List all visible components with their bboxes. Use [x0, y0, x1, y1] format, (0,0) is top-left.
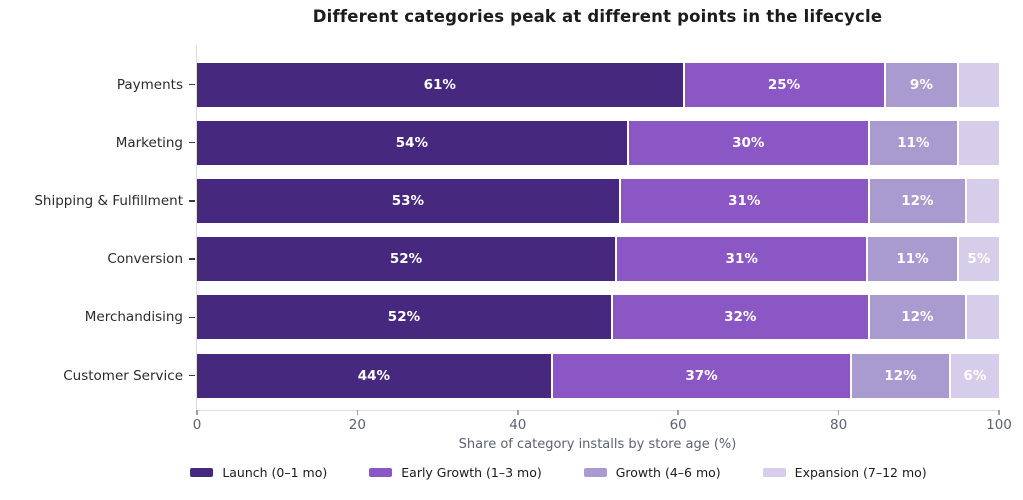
- y-tick-mark: [189, 200, 195, 202]
- bar-segment: 12%: [852, 353, 949, 398]
- y-axis-category-label: Customer Service: [63, 367, 183, 384]
- y-axis-category-label: Shipping & Fulfillment: [34, 192, 183, 209]
- bar-value-label: 30%: [732, 134, 765, 151]
- legend-item: Growth (4–6 mo): [583, 464, 721, 480]
- bar-segment: 6%: [950, 353, 1000, 398]
- y-tick-mark: [189, 258, 195, 260]
- bar-value-label: 37%: [685, 367, 718, 384]
- bar-segment: 54%: [197, 120, 627, 165]
- legend-swatch: [190, 467, 214, 477]
- legend-swatch: [583, 467, 607, 477]
- x-tick-label: 20: [348, 417, 366, 433]
- x-tick-mark: [998, 410, 1000, 415]
- bar-value-label: 52%: [387, 309, 421, 326]
- y-tick-mark: [189, 141, 195, 144]
- bar-segment: 11%: [868, 237, 957, 282]
- bar-segment: 37%: [552, 353, 851, 398]
- bar-segment: 53%: [197, 178, 619, 223]
- x-axis-label: Share of category installs by store age …: [458, 437, 737, 452]
- bar-value-label: 32%: [724, 309, 757, 326]
- x-tick-label: 0: [192, 417, 202, 433]
- x-tick-mark: [677, 410, 679, 415]
- bar-row: 61% 25% 9%: [197, 62, 999, 107]
- bar-row: 44% 37% 12% 6%: [197, 353, 1000, 398]
- bar-segment: 31%: [617, 237, 867, 282]
- bar-segment: 11%: [869, 120, 958, 165]
- bar-segment: 12%: [869, 295, 966, 340]
- x-tick-mark: [196, 410, 198, 415]
- bar-value-label: 54%: [395, 134, 429, 151]
- bar-segment: 31%: [620, 178, 868, 223]
- y-axis-category-label: Payments: [116, 76, 183, 93]
- legend-item: Launch (0–1 mo): [190, 465, 327, 480]
- legend-swatch: [762, 467, 786, 477]
- legend-label: Early Growth (1–3 mo): [401, 464, 542, 480]
- bar-value-label: 31%: [728, 192, 761, 209]
- x-tick-label: 60: [669, 417, 687, 433]
- bar-row: 52% 32% 12%: [197, 295, 999, 340]
- bar-value-label: 31%: [725, 251, 758, 268]
- bar-value-label: 5%: [967, 251, 991, 268]
- bar-value-label: 44%: [357, 367, 391, 384]
- bar-segment: 52%: [197, 237, 616, 282]
- y-axis-category-label: Marketing: [115, 134, 183, 151]
- plot-area: 61% 25% 9% 54% 30% 11% 53% 31% 12% 52% 31% 11% 5% 52%…: [193, 45, 1012, 433]
- bar-segment: 25%: [684, 62, 884, 107]
- y-axis-category-label: Merchandising: [84, 309, 183, 326]
- legend-swatch: [369, 467, 393, 477]
- bar-segment: [959, 120, 999, 165]
- bar-value-label: 6%: [963, 367, 987, 384]
- bar-row: 54% 30% 11%: [197, 120, 999, 165]
- x-tick-label: 40: [509, 417, 527, 433]
- bar-segment: 61%: [197, 62, 683, 107]
- bar-segment: 32%: [612, 295, 868, 340]
- x-tick-mark: [517, 410, 519, 415]
- bar-value-label: 11%: [896, 251, 929, 268]
- bar-segment: 44%: [197, 353, 551, 398]
- bar-segment: 52%: [197, 295, 611, 340]
- chart-title: Different categories peak at different p…: [312, 7, 883, 26]
- bar-value-label: 61%: [423, 76, 456, 93]
- bar-value-label: 53%: [391, 192, 425, 209]
- bar-segment: [959, 62, 999, 107]
- bar-value-label: 52%: [389, 251, 423, 268]
- legend-item: Expansion (7–12 mo): [762, 464, 927, 480]
- legend: Launch (0–1 mo) Early Growth (1–3 mo) Grow…: [98, 460, 1019, 484]
- x-tick-label: 100: [986, 417, 1012, 433]
- bar-value-label: 9%: [909, 76, 933, 93]
- bar-segment: [967, 295, 999, 340]
- bar-row: 52% 31% 11% 5%: [197, 237, 999, 282]
- x-tick-mark: [837, 410, 840, 415]
- x-tick-label: 80: [830, 417, 848, 433]
- bar-value-label: 12%: [901, 192, 934, 209]
- y-tick-mark: [189, 83, 195, 86]
- legend-label: Growth (4–6 mo): [615, 464, 721, 480]
- legend-label: Launch (0–1 mo): [222, 464, 328, 480]
- bar-value-label: 12%: [901, 309, 934, 326]
- x-tick-mark: [356, 410, 359, 415]
- bar-segment: [967, 178, 999, 223]
- bar-value-label: 11%: [897, 134, 930, 151]
- bar-value-label: 12%: [884, 367, 917, 384]
- y-tick-mark: [189, 374, 195, 377]
- y-axis-category-label: Conversion: [107, 251, 183, 268]
- legend-label: Expansion (7–12 mo): [794, 464, 927, 480]
- bar-segment: 9%: [885, 62, 958, 107]
- y-tick-mark: [189, 316, 195, 319]
- bar-segment: 30%: [628, 120, 868, 165]
- bar-row: 53% 31% 12%: [197, 178, 999, 223]
- bar-segment: 12%: [869, 178, 966, 223]
- legend-item: Early Growth (1–3 mo): [369, 464, 542, 480]
- bar-segment: 5%: [958, 237, 999, 282]
- bar-value-label: 25%: [767, 76, 801, 93]
